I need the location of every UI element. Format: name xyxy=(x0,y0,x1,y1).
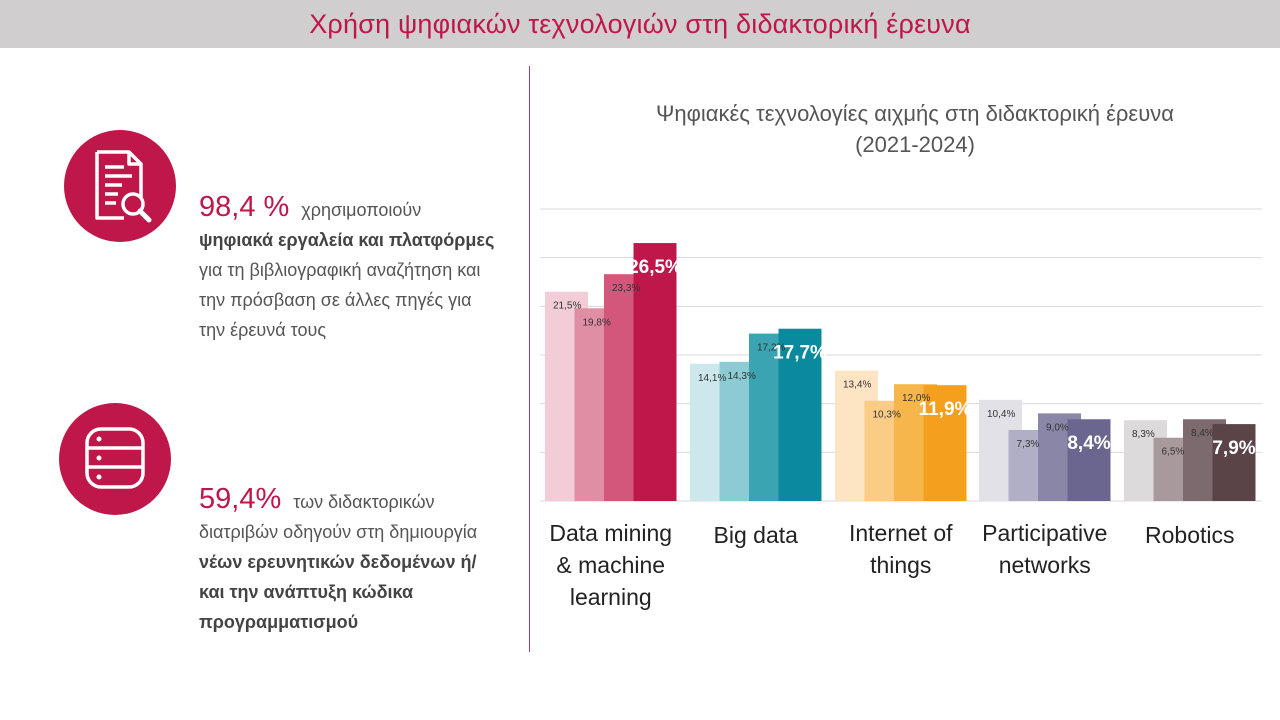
stat-text-bold: ψηφιακά εργαλεία και πλατφόρμες xyxy=(199,230,495,250)
chart-title-block: Ψηφιακές τεχνολογίες αιχμής στη διδακτορ… xyxy=(560,98,1270,160)
category-label: Internet of xyxy=(849,520,953,546)
stat-digital-tools: 98,4 % χρησιμοποιούν ψηφιακά εργαλεία και… xyxy=(199,192,499,345)
stat-value: 98,4 % xyxy=(199,191,290,223)
data-label: 10,3% xyxy=(873,410,901,421)
data-label: 19,8% xyxy=(583,317,611,328)
stat-text: των διδακτορικών διατριβών οδηγούν στη δ… xyxy=(199,492,478,542)
category-label: Big data xyxy=(714,522,799,548)
category-label: networks xyxy=(999,552,1091,578)
stat-value: 59,4% xyxy=(199,483,282,515)
vertical-divider xyxy=(529,66,530,652)
data-label: 8,3% xyxy=(1132,429,1155,440)
bar xyxy=(1067,419,1111,501)
header-bar: Χρήση ψηφιακών τεχνολογιών στη διδακτορι… xyxy=(0,0,1280,48)
chart-title: Ψηφιακές τεχνολογίες αιχμής στη διδακτορ… xyxy=(656,101,1174,126)
category-label: Participative xyxy=(982,520,1107,546)
data-label: 12,0% xyxy=(902,393,930,404)
stat-text-bold: νέων ερευνητικών δεδομένων ή/και την ανά… xyxy=(199,552,477,632)
bar xyxy=(778,328,822,501)
data-label: 7,9% xyxy=(1212,438,1255,459)
data-label: 10,4% xyxy=(987,409,1015,420)
category-label: learning xyxy=(570,584,652,610)
document-search-icon xyxy=(64,130,176,242)
data-label: 14,1% xyxy=(698,373,726,384)
data-label: 13,4% xyxy=(843,380,871,391)
data-label: 23,3% xyxy=(612,283,640,294)
page-title: Χρήση ψηφιακών τεχνολογιών στη διδακτορι… xyxy=(309,8,971,39)
data-label: 11,9% xyxy=(919,399,972,420)
data-label: 17,2% xyxy=(757,343,785,354)
data-label: 14,3% xyxy=(728,371,756,382)
category-label: Robotics xyxy=(1145,522,1234,548)
bar xyxy=(923,385,967,501)
category-label: things xyxy=(870,552,931,578)
bar xyxy=(1212,424,1256,501)
data-label: 8,4% xyxy=(1067,433,1110,454)
database-icon xyxy=(59,403,171,515)
stat-text: χρησιμοποιούν xyxy=(301,200,422,220)
bar xyxy=(633,243,677,502)
data-label: 9,0% xyxy=(1046,422,1069,433)
stat-research-data: 59,4% των διδακτορικών διατριβών οδηγούν … xyxy=(199,484,499,637)
data-label: 26,5% xyxy=(628,257,682,278)
data-label: 8,4% xyxy=(1191,428,1214,439)
data-label: 6,5% xyxy=(1162,447,1185,458)
data-label: 21,5% xyxy=(553,301,581,312)
data-label: 7,3% xyxy=(1017,439,1040,450)
chart-subtitle: (2021-2024) xyxy=(855,132,975,157)
category-label: Data mining xyxy=(549,520,672,546)
category-label: & machine xyxy=(556,552,665,578)
data-label: 17,7% xyxy=(773,343,827,364)
stat-text: για τη βιβλιογραφική αναζήτηση και την π… xyxy=(199,260,481,340)
